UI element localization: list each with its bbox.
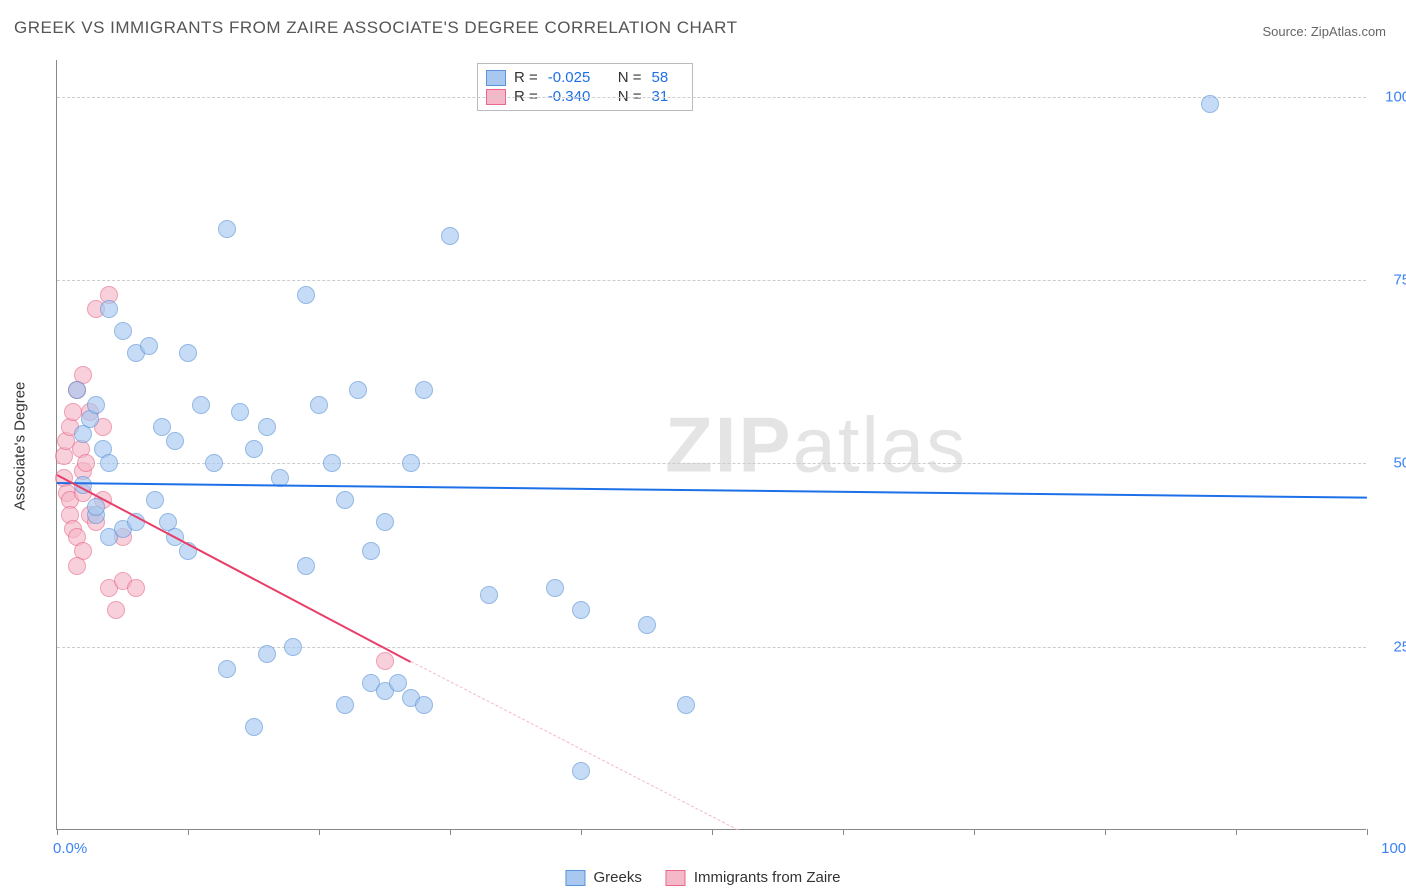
legend-stat-row: R = -0.025 N = 58 — [486, 68, 680, 87]
legend-swatch — [565, 870, 585, 886]
scatter-point — [389, 674, 407, 692]
x-tick — [188, 829, 189, 835]
x-tick — [712, 829, 713, 835]
scatter-point — [376, 652, 394, 670]
scatter-point — [349, 381, 367, 399]
y-tick-label: 50.0% — [1376, 455, 1406, 472]
scatter-point — [323, 454, 341, 472]
scatter-point — [638, 616, 656, 634]
scatter-point — [258, 418, 276, 436]
trend-line — [57, 474, 412, 663]
scatter-point — [231, 403, 249, 421]
x-tick — [581, 829, 582, 835]
scatter-point — [310, 396, 328, 414]
legend-N-value: 58 — [652, 69, 680, 86]
x-tick — [843, 829, 844, 835]
legend-series-item: Immigrants from Zaire — [666, 869, 841, 886]
scatter-point — [68, 557, 86, 575]
scatter-point — [127, 579, 145, 597]
watermark-rest: atlas — [793, 400, 968, 488]
legend-swatch — [486, 70, 506, 86]
scatter-point — [572, 601, 590, 619]
legend-series-label: Immigrants from Zaire — [694, 869, 841, 886]
scatter-point — [218, 660, 236, 678]
scatter-point — [114, 322, 132, 340]
gridline-h — [57, 97, 1366, 98]
scatter-point — [77, 454, 95, 472]
chart-title: GREEK VS IMMIGRANTS FROM ZAIRE ASSOCIATE… — [14, 18, 737, 38]
scatter-point — [336, 696, 354, 714]
gridline-h — [57, 463, 1366, 464]
x-tick — [450, 829, 451, 835]
x-tick — [1367, 829, 1368, 835]
legend-stats: R =-0.025N =58R =-0.340N =31 — [477, 63, 693, 111]
gridline-h — [57, 647, 1366, 648]
scatter-point — [362, 542, 380, 560]
scatter-point — [192, 396, 210, 414]
scatter-point — [100, 454, 118, 472]
scatter-point — [100, 300, 118, 318]
scatter-point — [153, 418, 171, 436]
scatter-point — [87, 498, 105, 516]
x-tick — [57, 829, 58, 835]
scatter-point — [572, 762, 590, 780]
scatter-point — [284, 638, 302, 656]
x-tick — [1236, 829, 1237, 835]
scatter-point — [677, 696, 695, 714]
y-tick-label: 75.0% — [1376, 272, 1406, 289]
y-axis-title: Associate's Degree — [12, 382, 29, 511]
source-attribution: Source: ZipAtlas.com — [1262, 24, 1386, 39]
scatter-point — [376, 513, 394, 531]
scatter-point — [297, 557, 315, 575]
trend-line — [57, 482, 1367, 499]
legend-R-value: -0.025 — [548, 69, 598, 86]
watermark-bold: ZIP — [665, 400, 792, 488]
x-tick — [1105, 829, 1106, 835]
plot-area: ZIPatlas R =-0.025N =58R =-0.340N =31 25… — [56, 60, 1366, 830]
scatter-point — [245, 440, 263, 458]
scatter-point — [218, 220, 236, 238]
watermark: ZIPatlas — [665, 399, 967, 490]
y-tick-label: 100.0% — [1376, 88, 1406, 105]
scatter-point — [546, 579, 564, 597]
scatter-point — [107, 601, 125, 619]
scatter-point — [140, 337, 158, 355]
legend-R-label: R = — [514, 69, 538, 86]
scatter-point — [441, 227, 459, 245]
scatter-point — [68, 381, 86, 399]
scatter-point — [336, 491, 354, 509]
scatter-point — [415, 381, 433, 399]
scatter-point — [297, 286, 315, 304]
scatter-point — [480, 586, 498, 604]
legend-N-label: N = — [618, 69, 642, 86]
scatter-point — [179, 344, 197, 362]
legend-series-item: Greeks — [565, 869, 641, 886]
y-tick-label: 25.0% — [1376, 638, 1406, 655]
gridline-h — [57, 280, 1366, 281]
scatter-point — [205, 454, 223, 472]
legend-series: Greeks Immigrants from Zaire — [565, 869, 840, 886]
scatter-point — [258, 645, 276, 663]
legend-swatch — [666, 870, 686, 886]
scatter-point — [146, 491, 164, 509]
scatter-point — [64, 403, 82, 421]
x-tick — [319, 829, 320, 835]
scatter-point — [245, 718, 263, 736]
scatter-point — [415, 696, 433, 714]
scatter-point — [402, 454, 420, 472]
scatter-point — [87, 396, 105, 414]
x-axis-label-right: 100.0% — [1381, 840, 1406, 857]
scatter-point — [166, 432, 184, 450]
scatter-point — [1201, 95, 1219, 113]
legend-series-label: Greeks — [593, 869, 641, 886]
x-axis-label-left: 0.0% — [53, 840, 87, 857]
x-tick — [974, 829, 975, 835]
trend-line — [410, 661, 738, 831]
